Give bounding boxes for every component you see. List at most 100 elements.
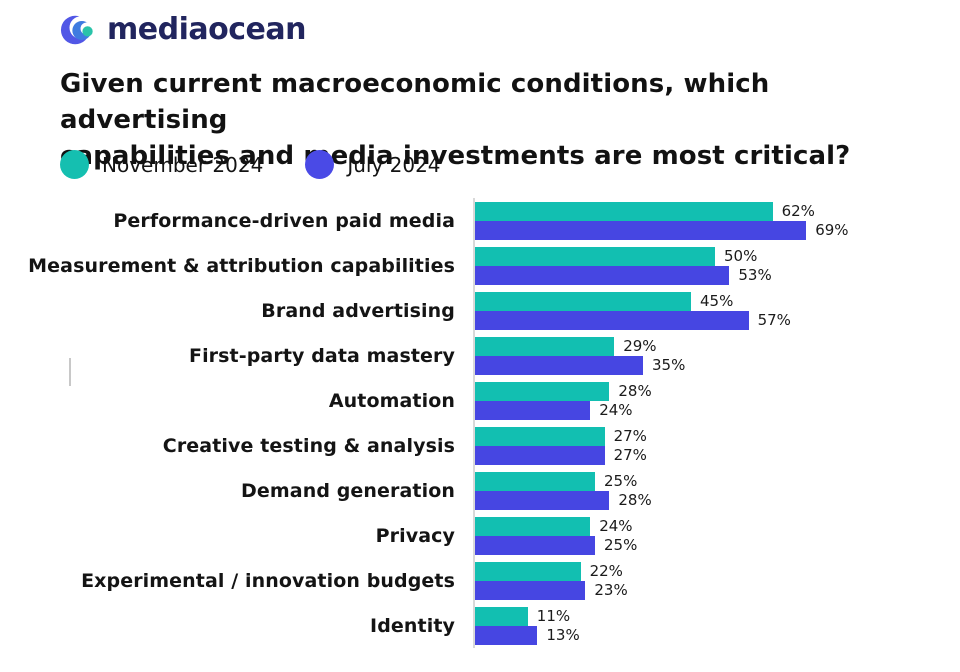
value-july: 35% xyxy=(652,356,686,374)
value-july: 28% xyxy=(618,491,652,509)
value-july: 53% xyxy=(738,266,772,284)
bar-group: 22% 23% xyxy=(473,558,940,603)
bar-line-november: 45% xyxy=(475,291,940,311)
bar-line-july: 53% xyxy=(475,265,940,285)
bar-line-november: 25% xyxy=(475,471,940,491)
value-november: 11% xyxy=(536,607,571,625)
bar-group: 27% 27% xyxy=(473,423,940,468)
cursor-artifact xyxy=(69,358,71,386)
bar-line-july: 35% xyxy=(475,355,940,375)
value-november: 24% xyxy=(599,517,633,535)
bar-group: 62% 69% xyxy=(473,198,940,243)
value-november: 45% xyxy=(700,292,734,310)
bar-november xyxy=(475,246,715,266)
category-label: Performance-driven paid media xyxy=(113,209,455,232)
bar-november xyxy=(475,381,610,401)
chart-row: Creative testing & analysis 27% 27% xyxy=(60,423,940,468)
bar-july xyxy=(475,625,538,645)
bar-chart: Performance-driven paid media 62% 69% Me… xyxy=(28,198,940,648)
bar-line-july: 28% xyxy=(475,490,940,510)
bar-july xyxy=(475,400,591,420)
bar-line-november: 24% xyxy=(475,516,940,536)
legend-label-november: November 2024 xyxy=(102,152,264,177)
bar-line-november: 62% xyxy=(475,201,940,221)
value-july: 69% xyxy=(815,221,849,239)
bar-july xyxy=(475,580,586,600)
bar-group: 45% 57% xyxy=(473,288,940,333)
bar-line-november: 29% xyxy=(475,336,940,356)
bar-group: 11% 13% xyxy=(473,603,940,648)
category-label: Experimental / innovation budgets xyxy=(81,569,455,592)
bar-july xyxy=(475,355,643,375)
value-november: 62% xyxy=(781,202,815,220)
page-title: Given current macroeconomic conditions, … xyxy=(60,66,920,174)
bar-july xyxy=(475,490,610,510)
bar-november xyxy=(475,201,773,221)
bar-line-july: 23% xyxy=(475,580,940,600)
bar-group: 29% 35% xyxy=(473,333,940,378)
bar-november xyxy=(475,291,691,311)
bar-july xyxy=(475,445,605,465)
bar-november xyxy=(475,606,528,626)
category-label: Privacy xyxy=(375,524,455,547)
logo-wordmark: mediaocean xyxy=(107,12,306,47)
value-november: 50% xyxy=(724,247,758,265)
chart-row: Demand generation 25% 28% xyxy=(60,468,940,513)
chart-row: Experimental / innovation budgets 22% 23… xyxy=(60,558,940,603)
bar-november xyxy=(475,471,595,491)
chart-row: Performance-driven paid media 62% 69% xyxy=(60,198,940,243)
chart-row: Automation 28% 24% xyxy=(60,378,940,423)
bar-line-july: 57% xyxy=(475,310,940,330)
category-label: Brand advertising xyxy=(261,299,455,322)
bar-line-july: 13% xyxy=(475,625,940,645)
bar-line-july: 25% xyxy=(475,535,940,555)
bar-line-november: 50% xyxy=(475,246,940,266)
category-label: Automation xyxy=(328,389,455,412)
chart-row: Measurement & attribution capabilities 5… xyxy=(28,243,940,288)
page-title-line-2: capabilities and media investments are m… xyxy=(60,141,851,171)
category-label: Creative testing & analysis xyxy=(162,434,455,457)
legend-swatch-november-icon xyxy=(60,150,89,179)
value-november: 22% xyxy=(589,562,623,580)
bar-july xyxy=(475,310,749,330)
value-november: 25% xyxy=(604,472,638,490)
value-november: 27% xyxy=(613,427,647,445)
legend-swatch-july-icon xyxy=(305,150,335,179)
chart-legend: November 2024 July 2024 xyxy=(60,150,441,179)
legend-label-july: July 2024 xyxy=(347,152,441,177)
category-label: Identity xyxy=(370,614,455,637)
chart-row: Identity 11% 13% xyxy=(60,603,940,648)
chart-rows: Performance-driven paid media 62% 69% Me… xyxy=(28,198,940,648)
bar-july xyxy=(475,265,730,285)
bar-november xyxy=(475,336,615,356)
bar-july xyxy=(475,535,595,555)
chart-row: Privacy 24% 25% xyxy=(60,513,940,558)
bar-november xyxy=(475,561,581,581)
value-november: 28% xyxy=(618,382,652,400)
bar-july xyxy=(475,220,807,240)
bar-november xyxy=(475,426,605,446)
value-july: 13% xyxy=(546,626,580,644)
legend-item-november-2024: November 2024 xyxy=(60,150,263,179)
legend-item-july-2024: July 2024 xyxy=(305,150,441,179)
chart-row: First-party data mastery 29% 35% xyxy=(60,333,940,378)
bar-group: 50% 53% xyxy=(473,243,940,288)
bar-november xyxy=(475,516,591,536)
mediaocean-logo-icon xyxy=(60,15,93,45)
value-july: 27% xyxy=(613,446,647,464)
bar-line-july: 27% xyxy=(475,445,940,465)
bar-line-november: 11% xyxy=(475,606,940,626)
bar-line-november: 28% xyxy=(475,381,940,401)
bar-line-november: 27% xyxy=(475,426,940,446)
page-title-line-1: Given current macroeconomic conditions, … xyxy=(60,69,770,135)
value-july: 23% xyxy=(594,581,628,599)
value-july: 25% xyxy=(604,536,638,554)
mediaocean-logo: mediaocean xyxy=(60,11,306,49)
bar-group: 24% 25% xyxy=(473,513,940,558)
bar-group: 28% 24% xyxy=(473,378,940,423)
value-november: 29% xyxy=(623,337,657,355)
bar-line-july: 69% xyxy=(475,220,940,240)
value-july: 57% xyxy=(757,311,791,329)
category-label: Demand generation xyxy=(241,479,455,502)
